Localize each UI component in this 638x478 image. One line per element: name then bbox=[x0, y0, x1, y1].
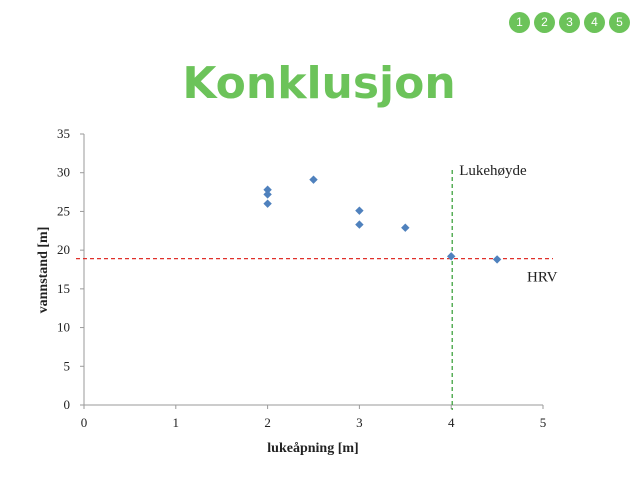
y-tick-label: 35 bbox=[57, 126, 70, 141]
x-tick-label: 0 bbox=[81, 415, 88, 430]
data-point bbox=[492, 255, 502, 264]
y-tick-label: 10 bbox=[57, 320, 70, 335]
chart-axes bbox=[83, 134, 543, 406]
hrv-label: HRV bbox=[527, 270, 558, 286]
nav-slide-1[interactable]: 1 bbox=[509, 12, 530, 33]
y-tick-label: 15 bbox=[57, 281, 70, 296]
nav-slide-3[interactable]: 3 bbox=[559, 12, 580, 33]
x-tick-label: 5 bbox=[540, 415, 547, 430]
data-point bbox=[263, 185, 272, 194]
y-tick-label: 25 bbox=[57, 203, 70, 218]
y-tick-label: 5 bbox=[64, 358, 71, 373]
x-tick-label: 3 bbox=[356, 415, 363, 430]
y-axis-label: vannstand [m] bbox=[36, 227, 51, 314]
x-tick-label: 1 bbox=[173, 415, 180, 430]
x-tick-label: 2 bbox=[264, 415, 271, 430]
x-tick-label: 4 bbox=[448, 415, 455, 430]
slide-title: Konklusjon bbox=[182, 58, 456, 109]
data-point bbox=[263, 190, 272, 199]
reference-lines: HRV Lukehøyde bbox=[76, 163, 558, 410]
nav-slide-2[interactable]: 2 bbox=[534, 12, 555, 33]
data-point bbox=[263, 199, 272, 208]
data-point bbox=[447, 252, 456, 261]
nav-slide-5[interactable]: 5 bbox=[609, 12, 630, 33]
data-points bbox=[263, 175, 502, 264]
data-point bbox=[309, 175, 318, 184]
y-tick-label: 30 bbox=[57, 165, 70, 180]
data-point bbox=[401, 223, 410, 232]
x-axis-label: lukeåpning [m] bbox=[267, 441, 358, 456]
data-point bbox=[355, 206, 364, 215]
y-tick-label: 20 bbox=[57, 242, 70, 257]
data-point bbox=[355, 220, 364, 229]
nav-slide-4[interactable]: 4 bbox=[584, 12, 605, 33]
chart-ticks: 0 1 2 3 4 5 0 5 10 15 20 25 30 35 bbox=[57, 126, 546, 430]
lukehoyde-label: Lukehøyde bbox=[459, 163, 527, 179]
y-tick-label: 0 bbox=[64, 397, 71, 412]
